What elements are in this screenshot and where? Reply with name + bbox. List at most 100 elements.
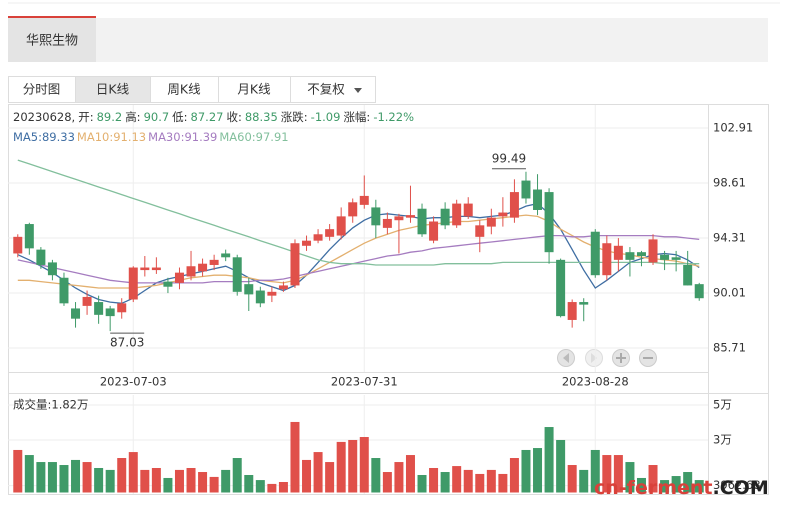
- candle-body: [82, 296, 92, 306]
- volume-bar: [140, 469, 150, 493]
- quote-value: -1.09: [311, 110, 341, 124]
- volume-bar: [348, 439, 358, 493]
- candle-body: [394, 216, 404, 221]
- quote-label: 涨幅:: [343, 110, 370, 124]
- candle-body: [590, 231, 600, 276]
- volume-bar: [405, 455, 415, 493]
- candle-body: [648, 239, 658, 263]
- watermark-part: .COM: [713, 477, 769, 499]
- candle-body: [151, 267, 161, 271]
- volume-bar: [36, 462, 46, 493]
- volume-bar: [71, 459, 81, 493]
- candle-body: [71, 308, 81, 319]
- volume-tick-label: 3962.68: [713, 478, 761, 492]
- low-annotation: 87.03: [110, 336, 144, 350]
- candle-body: [313, 234, 323, 241]
- volume-bar: [463, 469, 473, 493]
- quote-value: 90.7: [144, 110, 170, 124]
- candle-body: [579, 302, 589, 305]
- candle-body: [105, 308, 115, 317]
- volume-bar: [151, 467, 161, 493]
- volume-bar: [509, 458, 519, 493]
- volume-bar: [371, 458, 381, 493]
- candle-body: [452, 203, 462, 226]
- candle-body: [117, 303, 127, 313]
- candle-body: [533, 189, 543, 210]
- volume-bar: [278, 481, 288, 493]
- tab-label[interactable]: 分时图: [23, 82, 61, 97]
- candle-body: [128, 267, 138, 300]
- quote-label: 低:: [172, 110, 187, 124]
- x-tick-label: 2023-08-28: [562, 375, 629, 389]
- volume-bar: [59, 465, 69, 493]
- candle-body: [475, 225, 485, 237]
- y-tick-label: 98.61: [713, 176, 746, 190]
- tab[interactable]: [150, 76, 219, 103]
- volume-bar: [13, 449, 23, 493]
- quote-label: 高:: [125, 110, 140, 124]
- candle-body: [463, 203, 473, 217]
- tab-label[interactable]: 周K线: [167, 82, 201, 97]
- candle-body: [163, 281, 173, 287]
- candle-body: [24, 224, 34, 249]
- volume-bar: [429, 467, 439, 493]
- candle-body: [567, 302, 577, 320]
- quote-value: 87.27: [191, 110, 224, 124]
- candle-body: [290, 243, 300, 286]
- volume-bar: [359, 437, 369, 493]
- volume-bar: [267, 483, 277, 493]
- tab[interactable]: [290, 76, 376, 103]
- volume-bar: [556, 439, 566, 493]
- volume-bar: [94, 467, 104, 493]
- candle-body: [359, 195, 369, 205]
- nav-right-icon: [591, 353, 597, 363]
- volume-bar: [394, 462, 404, 493]
- volume-bar: [302, 459, 312, 493]
- candle-body: [221, 253, 231, 258]
- candle-body: [671, 257, 681, 260]
- tab-label[interactable]: 日K线: [96, 82, 130, 97]
- y-tick-label: 94.31: [713, 230, 746, 244]
- volume-bar: [521, 449, 531, 493]
- quote-date: 20230628,: [13, 110, 75, 124]
- candle-body: [440, 208, 450, 226]
- volume-bar: [533, 448, 543, 493]
- volume-bar: [625, 462, 635, 493]
- candle-body: [13, 236, 23, 254]
- y-tick-label: 90.01: [713, 285, 746, 299]
- candle-body: [47, 262, 57, 276]
- volume-bar: [186, 467, 196, 493]
- candle-body: [613, 245, 623, 260]
- candle-body: [232, 257, 242, 292]
- candle-body: [417, 208, 427, 235]
- tab-label[interactable]: 月K线: [237, 82, 271, 97]
- candle-body: [94, 302, 104, 315]
- candle-body: [140, 267, 150, 271]
- volume-tick-label: 5万: [713, 397, 732, 411]
- tab-label[interactable]: 不复权: [307, 82, 345, 97]
- tab[interactable]: [75, 76, 151, 103]
- header-tab-bg[interactable]: [8, 18, 96, 62]
- volume-bar: [683, 472, 693, 493]
- volume-bar: [209, 476, 219, 493]
- tab-bar: 分时图 日K线 周K线 月K线 不复权: [8, 76, 376, 103]
- header-tab[interactable]: 华熙生物: [26, 34, 78, 49]
- ma-legend: MA5:89.33 MA10:91.13 MA30:91.39 MA60:97.91: [13, 130, 289, 144]
- volume-bar: [486, 469, 496, 493]
- volume-bar: [382, 472, 392, 493]
- volume-bar: [590, 449, 600, 493]
- candle-body: [602, 243, 612, 276]
- candle-body: [521, 180, 531, 199]
- candle-body: [36, 249, 46, 265]
- chart-frame: [8, 104, 769, 495]
- tab[interactable]: [8, 76, 76, 103]
- volume-bar: [163, 477, 173, 493]
- candle-body: [278, 285, 288, 290]
- candle-body: [509, 192, 519, 218]
- ma-legend-item: MA10:91.13: [77, 130, 146, 144]
- quote-label: 涨跌:: [281, 110, 308, 124]
- zoom-in-icon: [616, 353, 626, 363]
- candle-body: [348, 202, 358, 217]
- candle-body: [255, 290, 265, 304]
